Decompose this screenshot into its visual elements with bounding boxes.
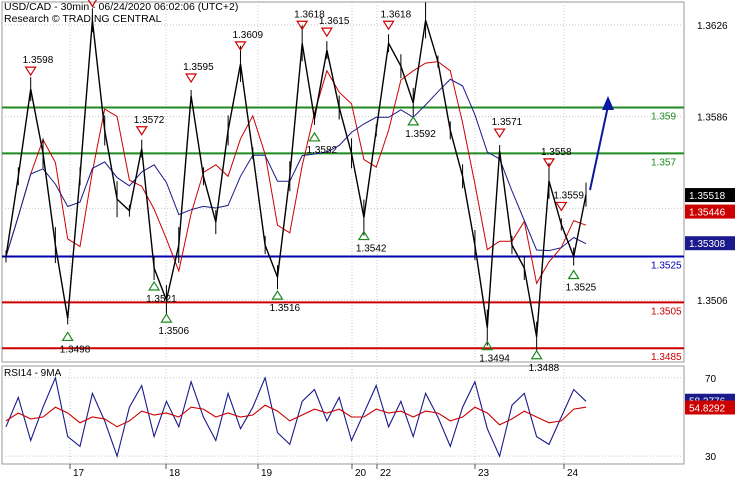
swing-low-label: 1.3582: [307, 145, 338, 156]
x-tick-label: 24: [567, 468, 579, 479]
ma-fast-line: [5, 61, 587, 285]
y-tick-label: 1.3586: [697, 113, 728, 124]
swing-low-marker: [308, 131, 321, 142]
ma-slow-value-box: [685, 236, 735, 251]
level-label: 1.357: [651, 157, 676, 168]
swing-high-marker: [87, 0, 98, 8]
swing-high-marker: [493, 128, 506, 139]
swing-high-label: 1.3558: [541, 147, 572, 158]
swing-low-marker: [567, 269, 580, 280]
swing-low-marker: [160, 312, 173, 323]
rsi-title: RSI14 - 9MA: [4, 368, 62, 379]
swing-high-marker: [296, 20, 309, 31]
swing-high-label: 1.3618: [294, 9, 325, 20]
swing-low-label: 1.3521: [146, 294, 177, 305]
rsi-tick-label: 70: [705, 374, 717, 385]
swing-low-marker: [481, 340, 494, 351]
swing-high-marker: [382, 20, 395, 31]
swing-high-marker: [320, 27, 333, 38]
price-line: [5, 20, 587, 337]
rsi-line: [5, 375, 587, 459]
projection-arrow: [589, 105, 609, 191]
swing-low-label: 1.3525: [566, 283, 597, 294]
rsi-tick-label: 30: [705, 452, 717, 463]
swing-high-marker: [234, 41, 247, 52]
swing-low-label: 1.3494: [479, 354, 510, 365]
ma-fast-value: 1.35446: [689, 208, 726, 219]
rsi-ma-line: [5, 404, 587, 428]
swing-high-label: 1.3559: [553, 190, 584, 201]
level-label: 1.359: [651, 111, 676, 122]
swing-low-label: 1.3488: [529, 363, 560, 374]
level-label: 1.3485: [651, 352, 682, 363]
swing-high-marker: [24, 66, 37, 77]
level-label: 1.3505: [651, 306, 682, 317]
y-tick-label: 1.3506: [697, 296, 728, 307]
current-price-label-box: [685, 188, 735, 203]
swing-low-marker: [357, 230, 370, 241]
projection-arrow-head: [602, 96, 614, 110]
swing-high-label: 1.3595: [183, 62, 214, 73]
rsi-ma-value-box: [685, 400, 735, 415]
swing-high-label: 1.3615: [319, 16, 350, 27]
swing-low-marker: [407, 115, 420, 126]
y-tick-label: 1.3626: [697, 21, 728, 32]
rsi-ma-value: 54.8292: [689, 403, 726, 414]
ma-slow-line: [5, 78, 587, 257]
swing-low-label: 1.3592: [405, 129, 436, 140]
swing-low-marker: [530, 349, 543, 360]
level-label: 1.3525: [651, 261, 682, 272]
price-panel-frame: [1, 1, 685, 363]
chart-credit: Research © TRADING CENTRAL: [4, 13, 162, 25]
swing-high-label: 1.3572: [134, 115, 165, 126]
ma-fast-value-box: [685, 204, 735, 219]
swing-low-marker: [271, 290, 284, 300]
x-tick-label: 19: [261, 468, 273, 479]
swing-high-marker: [185, 73, 198, 84]
swing-high-marker: [135, 126, 148, 136]
x-tick-label: 17: [73, 468, 85, 479]
x-tick-label: 18: [169, 468, 181, 479]
x-tick-label: 22: [380, 468, 392, 479]
swing-high-marker: [542, 158, 556, 168]
swing-low-label: 1.3506: [158, 326, 189, 337]
swing-low-label: 1.3516: [269, 303, 300, 314]
rsi-panel-frame: [1, 365, 685, 465]
swing-high-label: 1.3571: [492, 117, 523, 128]
swing-low-label: 1.3542: [356, 244, 387, 255]
swing-low-marker: [61, 331, 74, 342]
x-tick-label: 23: [478, 468, 490, 479]
swing-high-label: 1.3598: [23, 55, 54, 66]
swing-low-label: 1.3498: [60, 344, 91, 355]
swing-high-label: 1.3609: [232, 30, 263, 41]
chart-title: USD/CAD - 30min - 06/24/2020 06:02:06 (U…: [4, 1, 239, 13]
swing-high-label: 1.3618: [381, 9, 412, 20]
x-tick-label: 20: [355, 468, 367, 479]
current-price-label: 1.35518: [689, 191, 726, 202]
swing-low-marker: [148, 280, 161, 291]
ma-slow-value: 1.35308: [689, 239, 726, 250]
swing-high-marker: [555, 201, 568, 212]
